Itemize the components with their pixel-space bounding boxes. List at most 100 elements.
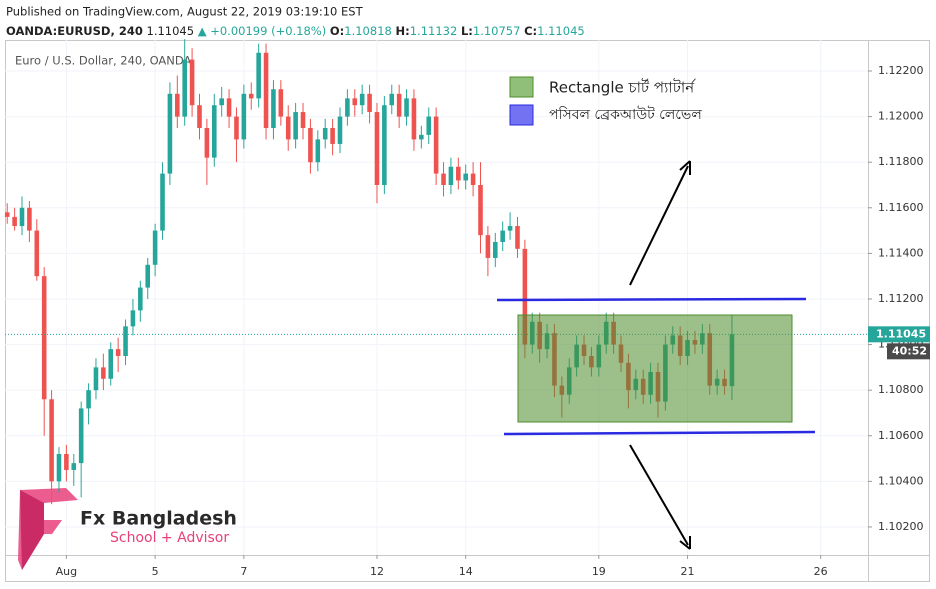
open: 1.10818: [344, 24, 392, 38]
candle-body: [241, 93, 247, 140]
last-price-label: 1.11045: [876, 327, 926, 340]
change: +0.00199 (+0.18%): [210, 24, 326, 38]
candle-body: [485, 235, 491, 258]
candle-body: [108, 349, 114, 379]
change-arrow: ▲: [198, 24, 207, 38]
up-arrow: [629, 165, 689, 286]
candle-body: [160, 173, 165, 231]
candle-body: [197, 105, 202, 128]
candle-body: [138, 287, 143, 311]
candle-body: [263, 52, 269, 128]
candle-body: [248, 93, 254, 99]
candle-body: [226, 98, 232, 117]
candle-body: [492, 241, 498, 258]
upper-breakout-line: [496, 297, 807, 302]
candle-body: [330, 127, 335, 144]
candle-body: [433, 116, 439, 174]
candle-body: [19, 207, 25, 227]
candle-body: [49, 399, 54, 482]
candle-body: [271, 89, 276, 128]
candle-body: [219, 98, 224, 106]
candle-body: [515, 226, 520, 249]
high-label: H:: [395, 24, 409, 38]
candle-body: [278, 89, 284, 117]
candle-body: [175, 93, 180, 117]
candle-body: [374, 112, 380, 185]
candle-body: [64, 454, 69, 470]
candle-body: [145, 264, 151, 288]
logo-shadow: [20, 490, 44, 570]
candle-body: [256, 52, 261, 99]
candle-body: [293, 112, 298, 140]
lower-breakout-line: [503, 430, 816, 436]
candle-body: [522, 248, 528, 345]
last-price: 1.11045: [147, 24, 195, 38]
candle-body: [78, 408, 84, 464]
candle-body: [204, 127, 210, 158]
legend-breakout: পসিবল ব্রেকআউট লেভেল: [549, 106, 702, 123]
open-label: O:: [330, 24, 344, 38]
candle-body: [322, 127, 328, 140]
candle-body: [300, 112, 306, 128]
candle-body: [189, 59, 195, 106]
candle-body: [507, 226, 513, 231]
rectangle-pattern: [517, 314, 793, 423]
candle-body: [34, 230, 40, 277]
y-tick-label: 1.11400: [878, 246, 924, 259]
legend-swatch-breakout: [509, 104, 534, 126]
candle-body: [152, 230, 158, 265]
candle-body: [367, 93, 372, 113]
candle-body: [12, 216, 17, 227]
y-tick-label: 1.10800: [878, 383, 924, 396]
candle-body: [500, 230, 505, 242]
candle-body: [41, 276, 47, 400]
legend-swatch-rectangle: [509, 76, 534, 98]
ohlc-line: OANDA:EURUSD, 240 1.11045 ▲ +0.00199 (+0…: [6, 24, 585, 38]
candle-body: [441, 173, 446, 185]
candle-body: [234, 116, 239, 140]
candle-body: [359, 93, 365, 106]
logo-tagline: School + Advisor: [110, 530, 229, 546]
legend: Rectangle চার্ট প্যাটার্ন পসিবল ব্রেকআউট…: [509, 76, 702, 126]
symbol: OANDA:EURUSD, 240: [6, 24, 143, 38]
candle-body: [115, 349, 121, 356]
candle-body: [71, 463, 77, 470]
candle-body: [463, 173, 469, 181]
close-label: C:: [524, 24, 537, 38]
logo: Fx Bangladesh School + Advisor: [18, 488, 237, 570]
last-price-tag: [868, 326, 930, 343]
candle-body: [396, 93, 402, 117]
x-tick-label: 7: [240, 565, 247, 578]
down-arrowhead: [679, 536, 691, 550]
x-tick-label: 5: [152, 565, 159, 578]
candle-body: [130, 310, 136, 327]
candle-body: [448, 166, 454, 185]
candle-body: [419, 134, 424, 140]
y-tick-label: 1.10400: [878, 474, 924, 487]
chart-frame: [5, 40, 930, 582]
y-tick-label: 1.10600: [878, 429, 924, 442]
close: 1.11045: [537, 24, 585, 38]
up-arrowhead: [679, 160, 691, 175]
candle-body: [315, 139, 321, 163]
logo-name: Fx Bangladesh: [80, 508, 237, 530]
candle-body: [456, 166, 461, 181]
candle-body: [285, 116, 291, 140]
x-tick-label: 12: [370, 565, 384, 578]
candle-body: [352, 98, 358, 106]
x-tick-label: 14: [459, 565, 473, 578]
x-tick-label: Aug: [56, 565, 77, 578]
candle-body: [167, 93, 173, 174]
candle-body: [345, 98, 350, 117]
y-tick-label: 1.11200: [878, 292, 924, 305]
down-arrow: [629, 444, 689, 546]
candle-body: [101, 367, 106, 379]
candle-body: [182, 59, 187, 117]
x-tick-label: 26: [814, 565, 828, 578]
candle-body: [211, 105, 217, 158]
countdown-tag: [887, 343, 930, 360]
legend-rectangle: Rectangle চার্ট প্যাটার্ন: [549, 79, 696, 97]
y-tick-label: 1.10200: [878, 520, 924, 533]
